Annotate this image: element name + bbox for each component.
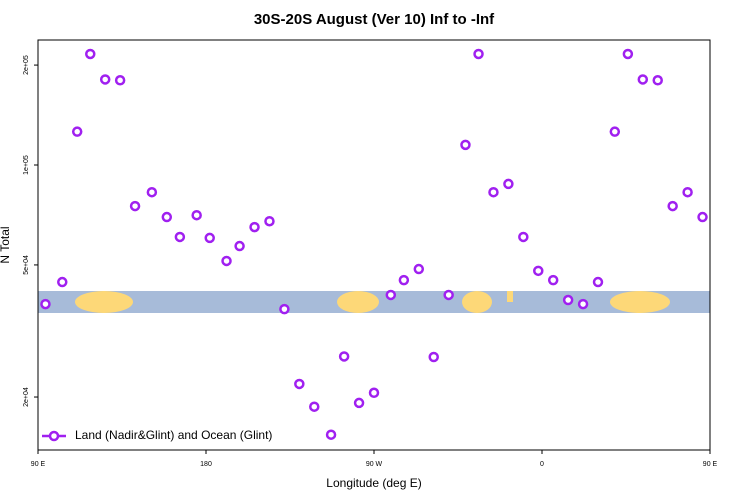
point: [609, 126, 621, 137]
point: [264, 215, 275, 227]
point: [114, 75, 126, 86]
point: [129, 200, 141, 212]
point: [443, 289, 454, 301]
point: [413, 263, 425, 275]
legend-marker: [48, 430, 60, 442]
point: [398, 274, 410, 286]
point: [309, 401, 320, 412]
point: [40, 298, 51, 310]
point: [191, 209, 202, 221]
point: [204, 232, 215, 244]
point: [146, 186, 158, 198]
point: [592, 276, 604, 288]
y-axis-label: N Total: [0, 226, 12, 263]
point: [652, 75, 663, 86]
point: [338, 351, 350, 362]
point: [473, 48, 484, 60]
y-tick-label: 2e+05: [23, 55, 30, 75]
point: [353, 397, 365, 409]
point: [518, 231, 529, 243]
legend-label: Land (Nadir&Glint) and Ocean (Glint): [75, 428, 272, 442]
x-tick-label: 0: [540, 461, 544, 468]
x-axis-label: Longitude (deg E): [326, 476, 421, 490]
land-blobs: [75, 291, 670, 313]
point: [637, 74, 649, 85]
point: [221, 255, 232, 267]
point: [99, 74, 111, 85]
x-tick-label: 90 E: [703, 461, 718, 468]
point: [667, 200, 678, 212]
chart-title: 30S-20S August (Ver 10) Inf to -Inf: [254, 11, 495, 28]
point: [368, 387, 380, 399]
point: [279, 303, 290, 315]
point: [547, 274, 559, 286]
point: [71, 126, 83, 137]
y-tick-label: 1e+05: [23, 155, 30, 175]
x-tick-label: 90 W: [366, 461, 383, 468]
point: [57, 276, 68, 288]
x-tick-label: 180: [200, 461, 212, 468]
point: [85, 48, 96, 60]
point: [460, 139, 471, 151]
point: [325, 429, 337, 440]
point: [533, 265, 544, 277]
point: [174, 231, 186, 243]
point: [503, 178, 514, 190]
y-tick-label: 5e+04: [23, 255, 30, 275]
point: [697, 211, 708, 223]
point: [294, 378, 305, 390]
point: [488, 186, 499, 198]
x-tick-label: 90 E: [31, 461, 46, 468]
point: [234, 240, 245, 252]
point: [577, 298, 589, 310]
point: [385, 289, 397, 301]
point: [682, 186, 693, 198]
point: [622, 48, 634, 60]
point: [428, 351, 439, 363]
point: [161, 211, 173, 223]
point: [562, 294, 574, 306]
point: [249, 221, 260, 233]
y-tick-label: 2e+04: [23, 387, 30, 407]
